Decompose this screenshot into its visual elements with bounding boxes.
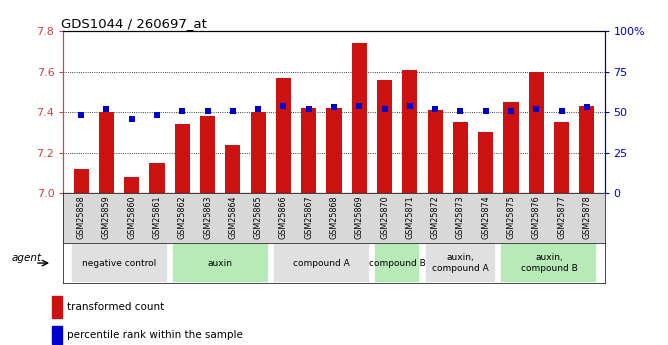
- Point: [126, 116, 137, 121]
- Point: [228, 108, 238, 113]
- Text: percentile rank within the sample: percentile rank within the sample: [67, 330, 242, 340]
- Bar: [225, 145, 240, 193]
- Text: GSM25858: GSM25858: [77, 196, 86, 239]
- Point: [506, 108, 516, 113]
- Text: agent: agent: [11, 253, 41, 263]
- Point: [531, 106, 542, 112]
- Text: GSM25865: GSM25865: [254, 196, 263, 239]
- Text: auxin,
compound B: auxin, compound B: [520, 253, 577, 273]
- Text: GSM25860: GSM25860: [127, 196, 136, 239]
- Bar: [453, 122, 468, 193]
- Text: GSM25868: GSM25868: [329, 196, 339, 239]
- Text: GSM25867: GSM25867: [304, 196, 313, 239]
- Text: GSM25869: GSM25869: [355, 196, 364, 239]
- Text: GSM25870: GSM25870: [380, 196, 389, 239]
- Text: auxin: auxin: [208, 258, 232, 268]
- Bar: [172, 243, 269, 283]
- Bar: [99, 112, 114, 193]
- Text: GSM25863: GSM25863: [203, 196, 212, 239]
- Text: compound B: compound B: [369, 258, 426, 268]
- Bar: [301, 108, 317, 193]
- Bar: [52, 296, 62, 318]
- Bar: [478, 132, 493, 193]
- Text: GSM25871: GSM25871: [405, 196, 414, 239]
- Bar: [428, 110, 443, 193]
- Point: [177, 108, 188, 113]
- Bar: [377, 80, 392, 193]
- Text: GDS1044 / 260697_at: GDS1044 / 260697_at: [61, 17, 206, 30]
- Text: GSM25872: GSM25872: [431, 196, 440, 239]
- Text: GSM25874: GSM25874: [481, 196, 490, 239]
- Point: [480, 108, 491, 113]
- Point: [455, 108, 466, 113]
- Point: [329, 105, 339, 110]
- Point: [303, 106, 314, 112]
- Text: GSM25878: GSM25878: [582, 196, 591, 239]
- Bar: [327, 108, 341, 193]
- Point: [379, 106, 390, 112]
- Bar: [175, 124, 190, 193]
- Text: GSM25859: GSM25859: [102, 196, 111, 239]
- Bar: [425, 243, 496, 283]
- Point: [430, 106, 440, 112]
- Bar: [579, 106, 595, 193]
- Text: GSM25861: GSM25861: [152, 196, 162, 239]
- Bar: [150, 163, 164, 193]
- Bar: [273, 243, 370, 283]
- Bar: [276, 78, 291, 193]
- Bar: [374, 243, 420, 283]
- Bar: [73, 169, 89, 193]
- Text: compound A: compound A: [293, 258, 350, 268]
- Bar: [200, 116, 215, 193]
- Text: GSM25877: GSM25877: [557, 196, 566, 239]
- Point: [75, 112, 86, 118]
- Text: GSM25862: GSM25862: [178, 196, 187, 239]
- Bar: [52, 326, 62, 344]
- Point: [278, 103, 289, 108]
- Bar: [500, 243, 597, 283]
- Point: [405, 103, 415, 108]
- Point: [202, 108, 213, 113]
- Text: GSM25864: GSM25864: [228, 196, 237, 239]
- Point: [556, 108, 567, 113]
- Bar: [71, 243, 168, 283]
- Point: [152, 112, 162, 118]
- Bar: [402, 70, 418, 193]
- Bar: [351, 43, 367, 193]
- Text: auxin,
compound A: auxin, compound A: [432, 253, 489, 273]
- Text: GSM25866: GSM25866: [279, 196, 288, 239]
- Bar: [554, 122, 569, 193]
- Text: negative control: negative control: [82, 258, 156, 268]
- Text: transformed count: transformed count: [67, 302, 164, 312]
- Text: GSM25876: GSM25876: [532, 196, 541, 239]
- Point: [253, 106, 263, 112]
- Bar: [124, 177, 140, 193]
- Point: [354, 103, 365, 108]
- Bar: [528, 72, 544, 193]
- Text: GSM25873: GSM25873: [456, 196, 465, 239]
- Bar: [504, 102, 518, 193]
- Point: [582, 105, 593, 110]
- Bar: [250, 112, 266, 193]
- Point: [101, 106, 112, 112]
- Text: GSM25875: GSM25875: [506, 196, 516, 239]
